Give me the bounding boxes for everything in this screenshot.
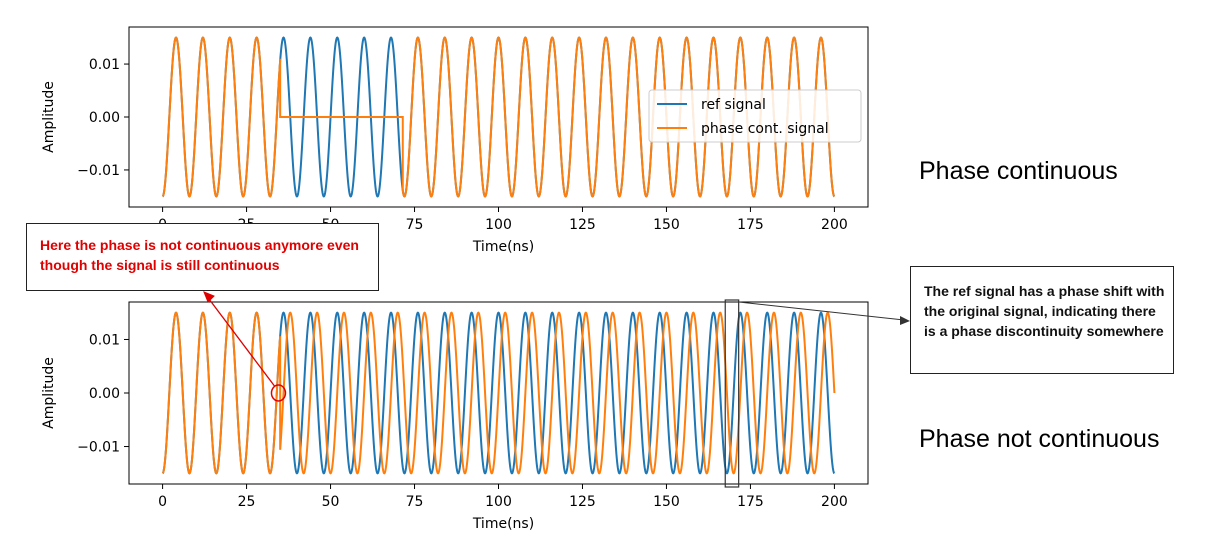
x-tick-label: 200 (821, 217, 848, 233)
red-arrow-line (205, 294, 275, 387)
y-tick-label: 0.01 (89, 332, 120, 348)
discontinuity-circle (270, 384, 287, 402)
y-tick-label: −0.01 (77, 163, 120, 179)
y-tick-label: 0.00 (89, 110, 120, 126)
y-tick-label: 0.01 (89, 57, 120, 73)
red-arrow-head (203, 291, 215, 303)
series-phase-cont-signal (162, 36, 835, 198)
x-tick-label: 125 (569, 217, 596, 233)
x-tick-label: 200 (821, 494, 848, 510)
x-tick-label: 25 (238, 494, 256, 510)
y-axis-label: Amplitude (41, 81, 57, 153)
black-arrow-line (738, 301, 905, 321)
x-tick-label: 100 (485, 217, 512, 233)
right-callout: The ref signal has a phase shift with th… (910, 266, 1174, 374)
x-tick-label: 175 (737, 217, 764, 233)
left-callout: Here the phase is not continuous anymore… (26, 223, 379, 291)
x-tick-label: 150 (653, 217, 680, 233)
y-tick-label: 0.00 (89, 386, 120, 402)
legend: ref signal phase cont. signal (648, 89, 862, 143)
y-axis-label: Amplitude (41, 357, 57, 429)
phase-not-continuous-label: Phase not continuous (919, 425, 1160, 453)
legend-label: ref signal (701, 97, 766, 113)
x-tick-label: 175 (737, 494, 764, 510)
phase-shift-box (724, 299, 740, 488)
legend-box (648, 89, 862, 143)
black-arrow-head (900, 316, 910, 325)
series-phase-cont-signal (162, 311, 836, 475)
x-tick-label: 0 (158, 494, 167, 510)
x-axis-label: Time(ns) (472, 239, 534, 255)
x-tick-label: 50 (322, 494, 340, 510)
y-tick-label: −0.01 (77, 440, 120, 456)
x-axis-label: Time(ns) (472, 516, 534, 532)
legend-label: phase cont. signal (701, 121, 829, 137)
x-tick-label: 100 (485, 494, 512, 510)
phase-continuous-label: Phase continuous (919, 157, 1118, 185)
x-tick-label: 75 (406, 217, 424, 233)
x-tick-label: 125 (569, 494, 596, 510)
chart-2: 0 25 50 75 100 125 150 175 200 0.01 0.00 −0.01 Time(… (41, 301, 869, 532)
x-tick-label: 150 (653, 494, 680, 510)
chart-1: 02550751001251501752000.010.00−0.01Time(… (41, 26, 869, 255)
x-tick-label: 75 (406, 494, 424, 510)
